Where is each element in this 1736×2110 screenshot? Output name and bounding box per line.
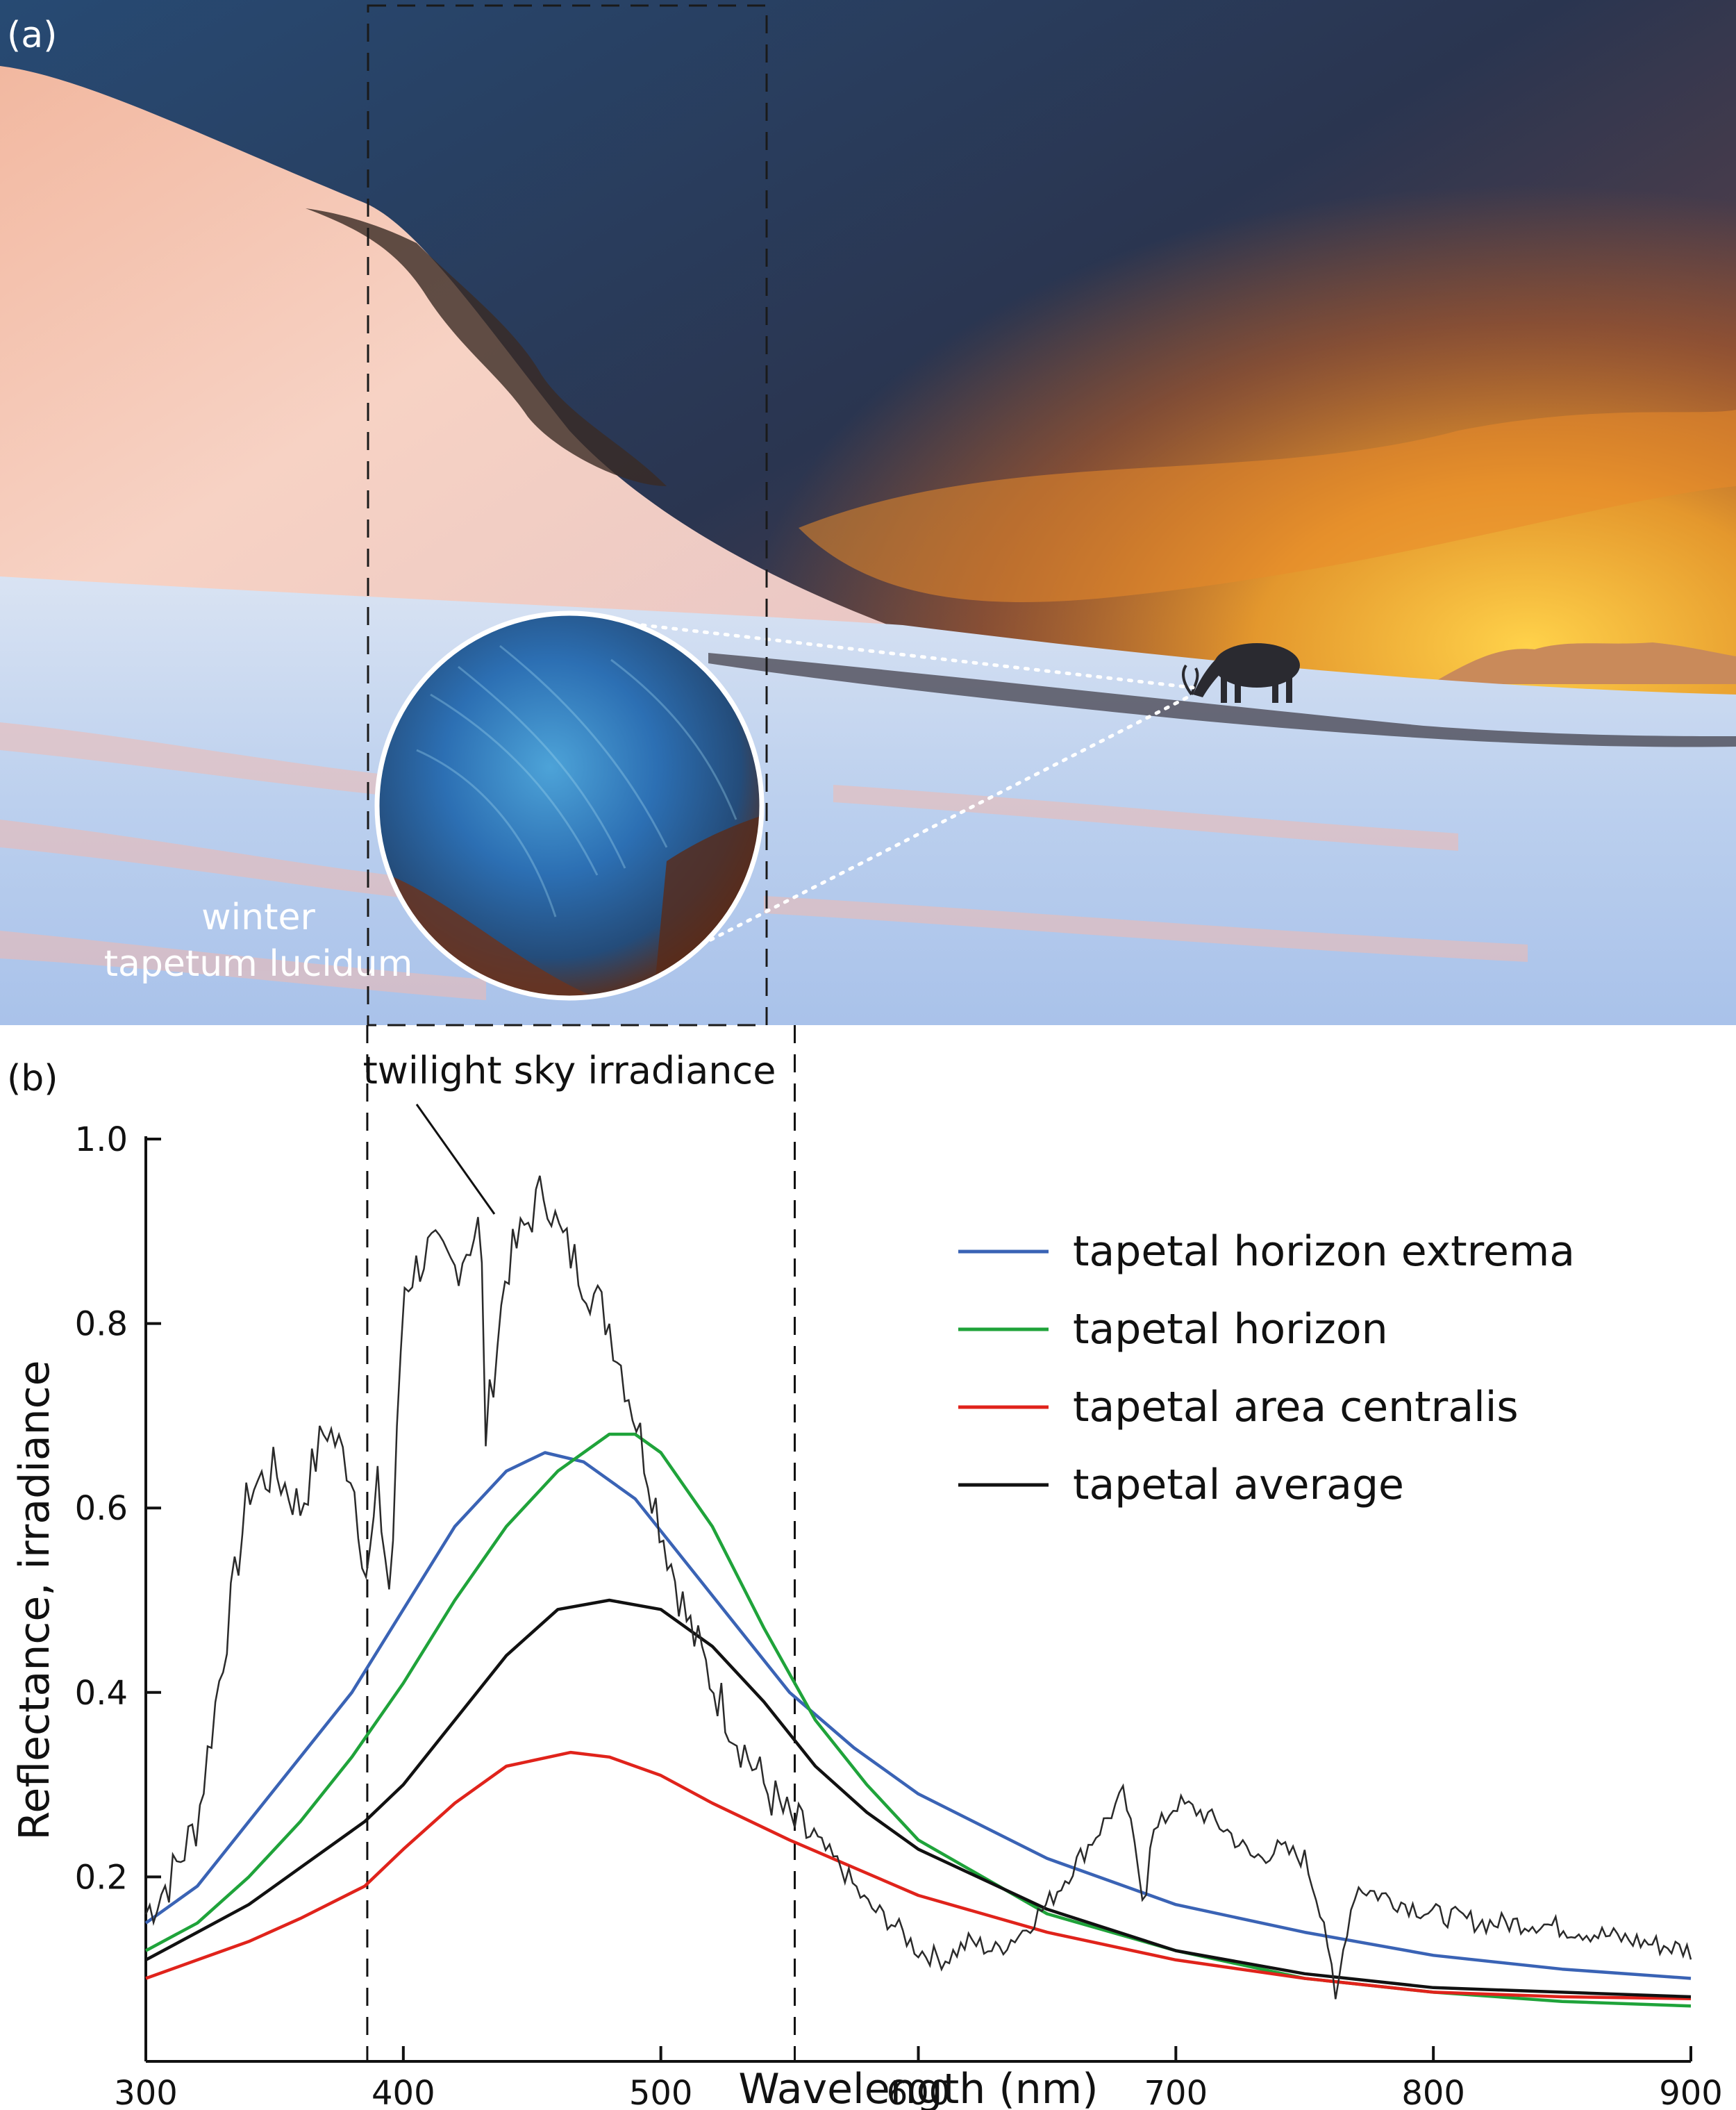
series-line-irradiance <box>144 1175 1692 2000</box>
y-tick-label: 0.2 <box>75 1858 128 1897</box>
rock-ridge <box>306 208 667 486</box>
inset-leader-lines <box>640 623 1195 947</box>
y-tick-label: 0.6 <box>75 1489 128 1528</box>
inset-caption-line1: winter <box>201 897 315 938</box>
panel-b-label: (b) <box>7 1058 58 1099</box>
reindeer <box>1182 643 1300 703</box>
series-line-tapetal-horizon-extrema <box>144 1451 1692 1980</box>
x-tick-label: 400 <box>372 2074 435 2110</box>
dark-ground-strip <box>708 653 1736 747</box>
panel-a-label: (a) <box>7 15 57 56</box>
spectral-window-box <box>367 4 768 1027</box>
snow-ridges <box>0 722 1528 1000</box>
x-tick-label: 300 <box>114 2074 178 2110</box>
snow-slope <box>0 66 903 639</box>
photo-panel: winter tapetum lucidum <box>0 0 1736 1025</box>
y-axis-label: Reflectance, irradiance <box>10 1360 59 1840</box>
legend-label: tapetal horizon extrema <box>1073 1227 1575 1276</box>
annotation-leader <box>415 1104 496 1215</box>
x-tick-label: 800 <box>1401 2074 1465 2110</box>
cloud-band <box>799 410 1736 602</box>
distant-mountains <box>1430 642 1736 684</box>
x-tick-label: 500 <box>629 2074 693 2110</box>
series-line-tapetal-average <box>144 1598 1692 1999</box>
legend-label: tapetal average <box>1073 1461 1404 1509</box>
annotation-twilight: twilight sky irradiance <box>363 1049 776 1093</box>
inset-caption-line2: tapetum lucidum <box>104 943 413 985</box>
x-axis-label: Wavelength (nm) <box>738 2065 1098 2110</box>
legend-label: tapetal horizon <box>1073 1305 1388 1354</box>
x-tick-label: 700 <box>1144 2074 1208 2110</box>
y-tick-label: 0.8 <box>75 1305 128 1344</box>
series-line-tapetal-horizon <box>144 1432 1692 2008</box>
x-tick-label: 900 <box>1659 2074 1723 2110</box>
legend-label: tapetal area centralis <box>1073 1383 1519 1431</box>
spectral-chart: 300 400 500 600 700 800 900 0.2 0.4 0.6 0.8 1.0 Wave… <box>10 1025 1723 2110</box>
y-tick-label: 1.0 <box>75 1120 128 1159</box>
series-line-tapetal-area-centralis <box>145 1750 1692 2000</box>
x-tick-label: 600 <box>887 2074 951 2110</box>
y-tick-label: 0.4 <box>75 1674 128 1713</box>
